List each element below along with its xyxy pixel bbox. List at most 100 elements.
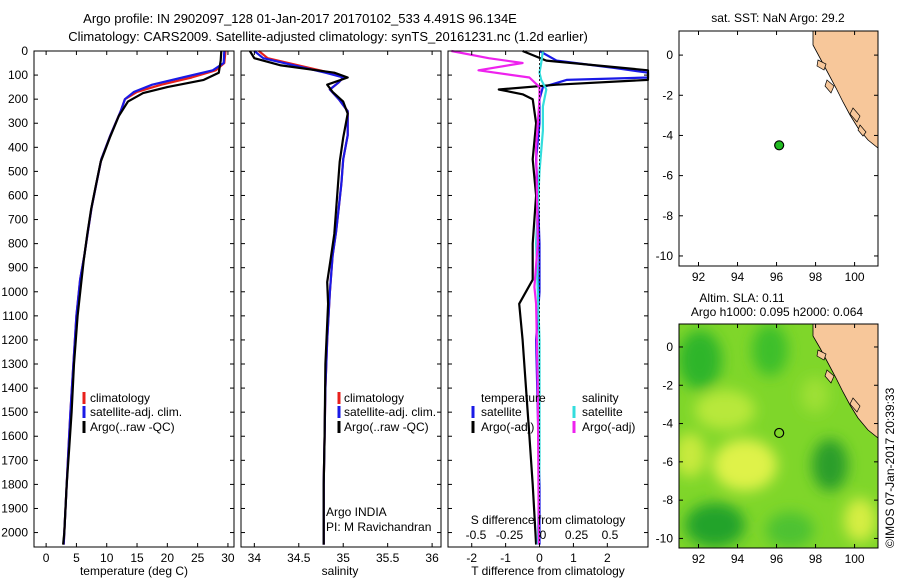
y-tick-label: 900 xyxy=(8,261,28,275)
y-tick-label: 1000 xyxy=(1,285,28,299)
salinity-legend: climatology satellite-adj. clim. Argo(..… xyxy=(337,391,436,434)
map-x-tick-label: 98 xyxy=(809,270,823,284)
map-x-tick-label: 96 xyxy=(770,270,784,284)
legend-label-climatology: climatology xyxy=(90,391,150,405)
legend-label-sal-argo: Argo(-adj) xyxy=(582,420,635,434)
map-y-tick-label: -8 xyxy=(662,493,673,507)
x-tick-label: -2 xyxy=(466,551,477,565)
y-tick-label: 0 xyxy=(21,44,28,58)
sla-heatmap xyxy=(679,324,878,548)
map-x-tick-label: 96 xyxy=(770,552,784,566)
sla-map-panel: Altim. SLA: 0.11 Argo h1000: 0.095 h2000… xyxy=(656,291,879,566)
salinity-panel: 34 34.5 35 35.5 36 salinity climatology sate… xyxy=(240,50,442,578)
salinity-axes xyxy=(240,50,442,548)
map-x-tick-label: 92 xyxy=(692,270,706,284)
y-tick-label: 1300 xyxy=(1,357,28,371)
difference-xlabel-top: S difference from climatology xyxy=(471,513,626,527)
legend-label-argo: Argo(..raw -QC) xyxy=(90,420,175,434)
figure-title-line2: Climatology: CARS2009. Satellite-adjuste… xyxy=(68,29,588,44)
sla-map-island-siberut xyxy=(849,397,861,413)
x-tick-label: 0 xyxy=(536,551,543,565)
map-y-tick-label: -10 xyxy=(656,249,674,263)
x-tick-label: 10 xyxy=(100,551,114,565)
legend-title-salinity: salinity xyxy=(582,391,619,405)
map-y-tick-label: -6 xyxy=(662,169,673,183)
x-tick-label-top: 0 xyxy=(540,528,547,542)
sst-map-island-siberut xyxy=(849,107,861,123)
map-y-tick-label: -2 xyxy=(662,88,673,102)
temperature-legend: climatology satellite-adj. clim. Argo(..… xyxy=(82,391,182,434)
series-line-satellite-adj-clim- xyxy=(253,50,349,545)
x-tick-label: 5 xyxy=(73,551,80,565)
map-y-tick-label: -2 xyxy=(662,378,673,392)
legend-label-argo: Argo(..raw -QC) xyxy=(344,420,429,434)
x-tick-label: 34 xyxy=(248,551,262,565)
x-tick-label: 1 xyxy=(570,551,577,565)
map-x-tick-label: 100 xyxy=(845,552,865,566)
legend-label-sal-satellite: satellite xyxy=(582,405,623,419)
sla-map-axes xyxy=(678,323,879,549)
x-tick-label: 20 xyxy=(161,551,175,565)
sst-map-title: sat. SST: NaN Argo: 29.2 xyxy=(711,11,845,25)
x-tick-label: 25 xyxy=(191,551,205,565)
sla-map-island-simeulue xyxy=(816,349,827,361)
y-tick-label: 500 xyxy=(8,164,28,178)
argo-float-position-marker xyxy=(774,140,785,151)
series-line-temperature-argo-adj- xyxy=(497,49,650,545)
salinity-annotation-line1: Argo INDIA xyxy=(326,505,387,519)
y-tick-label: 1800 xyxy=(1,477,28,491)
x-tick-label: 0 xyxy=(43,551,50,565)
y-tick-label: 1200 xyxy=(1,333,28,347)
x-tick-label: -1 xyxy=(500,551,511,565)
legend-label-temp-argo: Argo(-adj) xyxy=(481,420,534,434)
series-line-climatology xyxy=(258,50,349,545)
figure-title-line1: Argo profile: IN 2902097_128 01-Jan-2017… xyxy=(83,11,517,26)
temperature-xlabel: temperature (deg C) xyxy=(80,564,188,578)
legend-label-satellite: satellite-adj. clim. xyxy=(344,405,436,419)
map-x-tick-label: 92 xyxy=(692,552,706,566)
temperature-axes xyxy=(33,50,235,548)
difference-xlabel-bottom: T difference from climatology xyxy=(471,564,625,578)
map-x-tick-label: 98 xyxy=(809,552,823,566)
sst-map-island-nias xyxy=(824,79,835,94)
x-tick-label: 30 xyxy=(221,551,235,565)
map-y-tick-label: -6 xyxy=(662,455,673,469)
map-x-tick-label: 94 xyxy=(731,552,745,566)
y-tick-label: 100 xyxy=(8,68,28,82)
series-line-climatology xyxy=(62,50,227,545)
x-tick-label: 15 xyxy=(130,551,144,565)
x-tick-label-top: -0.25 xyxy=(496,528,524,542)
x-tick-label-top: 0.25 xyxy=(565,528,589,542)
map-y-tick-label: -4 xyxy=(662,128,673,142)
y-tick-label: 400 xyxy=(8,140,28,154)
map-y-tick-label: 0 xyxy=(666,48,673,62)
salinity-xlabel: salinity xyxy=(322,564,359,578)
x-tick-label-top: -0.5 xyxy=(466,528,487,542)
sla-map-title-line1: Altim. SLA: 0.11 xyxy=(699,291,784,305)
legend-label-temp-satellite: satellite xyxy=(481,405,522,419)
y-tick-label: 200 xyxy=(8,92,28,106)
x-tick-label: 34.5 xyxy=(287,551,311,565)
difference-axes xyxy=(447,50,649,548)
y-tick-label: 1700 xyxy=(1,453,28,467)
y-tick-label: 2000 xyxy=(1,526,28,540)
map-y-tick-label: -10 xyxy=(656,531,674,545)
y-tick-label: 700 xyxy=(8,213,28,227)
sla-map-island-nias xyxy=(824,369,835,384)
temperature-panel: 0 5 10 15 20 25 30 0 100 200 300 400 500 600 700 800 90… xyxy=(1,44,235,578)
map-y-tick-label: 0 xyxy=(666,340,673,354)
sst-map-panel: sat. SST: NaN Argo: 29.2 92 94 96 98 100 0 -2… xyxy=(656,11,879,284)
y-tick-label: 1100 xyxy=(2,309,28,323)
y-tick-label: 1600 xyxy=(1,429,28,443)
legend-title-temperature: temperature xyxy=(481,391,546,405)
legend-label-climatology: climatology xyxy=(344,391,404,405)
imos-stamp: ©IMOS 07-Jan-2017 20:39:33 xyxy=(883,387,897,548)
x-tick-label-top: 0.5 xyxy=(602,528,619,542)
series-line-satellite-adj-clim- xyxy=(62,50,226,545)
x-tick-label: 2 xyxy=(604,551,611,565)
map-x-tick-label: 94 xyxy=(731,270,745,284)
y-tick-label: 300 xyxy=(8,116,28,130)
map-y-tick-label: -4 xyxy=(662,417,673,431)
sst-map-island-mentawai xyxy=(857,124,867,137)
